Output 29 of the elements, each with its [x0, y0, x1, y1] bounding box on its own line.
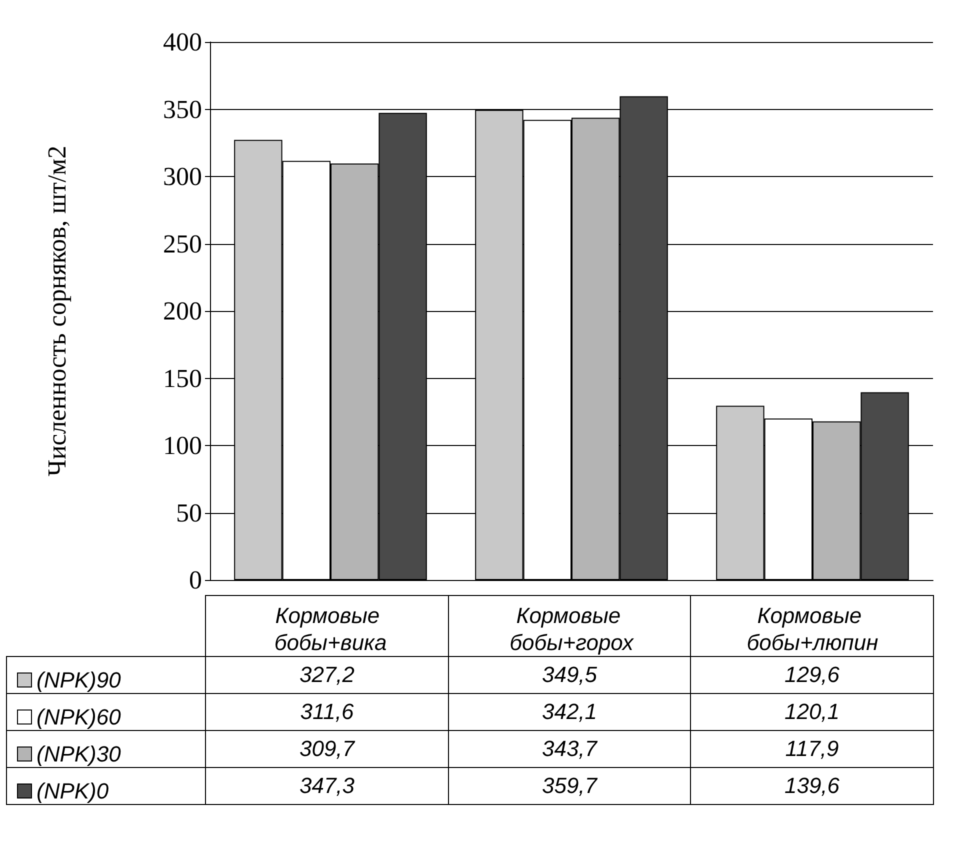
y-tick-label: 200: [163, 296, 202, 326]
data-label: 311,6: [205, 693, 449, 731]
data-label: 139,6: [690, 767, 934, 805]
x-tick-label: Кормовые бобы+вика: [274, 603, 387, 655]
y-tick-label: 350: [163, 94, 202, 124]
y-tick-label: 300: [163, 162, 202, 191]
data-label: 117,9: [690, 730, 934, 768]
y-tick-label: 400: [163, 28, 202, 56]
data-label: 129,6: [690, 656, 934, 694]
x-tick-label: Кормовые бобы+люпин: [746, 603, 878, 655]
data-label: 349,5: [448, 656, 691, 694]
y-tick-label: 0: [189, 566, 202, 594]
legend-label: (NPK)0: [36, 778, 110, 804]
data-label: 359,7: [448, 767, 691, 805]
legend-label: (NPK)60: [36, 704, 122, 730]
data-label: 342,1: [448, 693, 691, 731]
data-label: 343,7: [448, 730, 691, 768]
legend-label: (NPK)30: [36, 742, 122, 766]
y-axis-title: Численность сорняков, шт/м2: [42, 146, 72, 476]
x-tick-label: Кормовые бобы+горох: [510, 603, 634, 655]
y-tick-label: 50: [176, 498, 202, 528]
y-tick-label: 100: [163, 431, 202, 460]
data-label: 309,7: [205, 730, 449, 768]
data-label: 347,3: [205, 767, 449, 805]
data-label: 327,2: [205, 656, 449, 694]
legend-label: (NPK)90: [36, 668, 122, 692]
data-label: 120,1: [690, 693, 934, 731]
y-tick-label: 250: [163, 229, 202, 258]
y-tick-label: 150: [163, 364, 202, 393]
